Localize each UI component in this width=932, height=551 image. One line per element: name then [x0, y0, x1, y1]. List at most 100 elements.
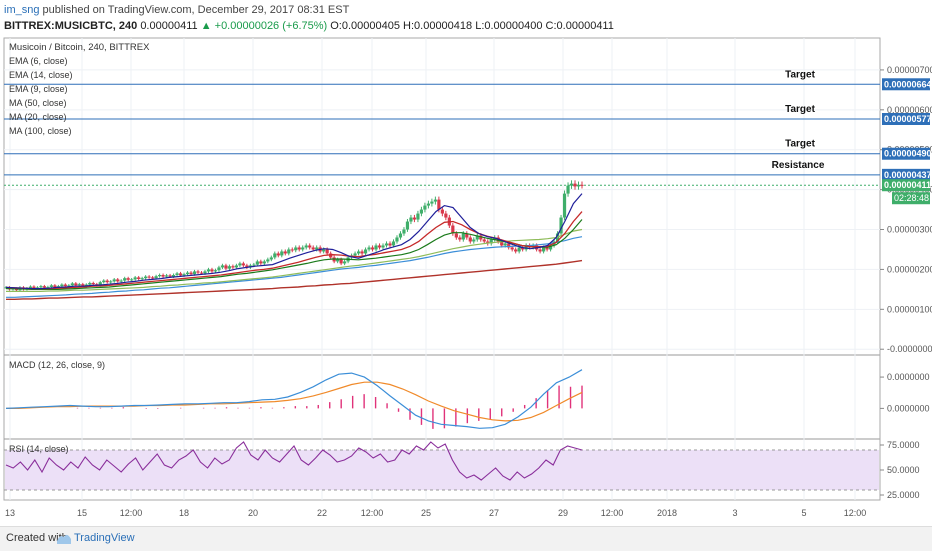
- candle-body: [49, 285, 53, 287]
- candle-body: [374, 245, 378, 250]
- candle-body: [276, 253, 280, 256]
- candle-body: [283, 251, 287, 254]
- candle-body: [60, 284, 64, 287]
- candle-body: [91, 282, 95, 285]
- candle-body: [255, 261, 259, 265]
- x-tick-label: 12:00: [120, 508, 143, 518]
- candle-body: [451, 225, 455, 234]
- level-price-label: 0.00000490: [884, 149, 932, 159]
- candle-body: [548, 245, 553, 250]
- candle-body: [259, 261, 263, 264]
- candle-body: [472, 239, 476, 242]
- ma100-line: [6, 259, 583, 300]
- x-tick-label: 5: [801, 508, 806, 518]
- candle-body: [217, 267, 221, 271]
- candle-body: [559, 217, 563, 234]
- candle-body: [433, 199, 437, 202]
- candle-body: [542, 247, 546, 252]
- candle-body: [517, 247, 521, 252]
- candle-body: [416, 213, 420, 220]
- candle-body: [402, 229, 406, 234]
- candle-body: [112, 279, 116, 282]
- publisher-name[interactable]: im_sng: [4, 4, 40, 16]
- candle-body: [210, 269, 214, 272]
- ema9-line: [6, 219, 583, 290]
- x-tick-label: 12:00: [601, 508, 624, 518]
- candle-body: [133, 277, 137, 280]
- candle-body: [444, 213, 448, 218]
- last-price-tag: [882, 179, 930, 192]
- legend-item: MA (20, close): [9, 112, 67, 122]
- x-tick-label: 12:00: [844, 508, 867, 518]
- candle-body: [28, 286, 33, 289]
- x-tick-label: 22: [317, 508, 327, 518]
- candle-body: [461, 233, 465, 240]
- candle-body: [231, 266, 235, 268]
- legend-item: EMA (14, close): [9, 70, 73, 80]
- candle-body: [130, 279, 134, 281]
- candle-body: [98, 282, 102, 286]
- candle-body: [245, 265, 249, 268]
- candle-body: [74, 283, 78, 286]
- symbol-name: BITTREX:MUSICBTC, 240: [4, 20, 138, 32]
- candle-body: [311, 247, 315, 250]
- candle-body: [458, 237, 462, 240]
- candle-body: [269, 257, 273, 260]
- x-tick-label: 12:00: [361, 508, 384, 518]
- candle-body: [102, 280, 106, 283]
- candle-body: [158, 275, 162, 277]
- candle-body: [301, 247, 305, 250]
- tradingview-link[interactable]: TradingView: [74, 532, 135, 544]
- level-price-tag: [882, 78, 930, 91]
- legend-item: EMA (9, close): [9, 84, 68, 94]
- candle-body: [42, 286, 46, 288]
- candle-body: [580, 184, 584, 186]
- candle-body: [308, 245, 312, 248]
- candle-body: [562, 193, 567, 218]
- candle-body: [409, 217, 413, 222]
- candle-body: [137, 277, 141, 279]
- level-price-tag: [882, 168, 930, 181]
- chart-area[interactable]: 13 15 12:00 18 20 22 12:00 25 27 29 12:00 2018 3 5 12:…: [0, 36, 932, 526]
- published-text: published on TradingView.com, December 2…: [42, 4, 350, 16]
- candle-body: [164, 275, 169, 277]
- level-price-label: 0.00000577: [884, 114, 932, 124]
- candle-body: [566, 185, 570, 194]
- candle-body: [545, 247, 549, 250]
- candle-body: [192, 271, 197, 275]
- candle-body: [391, 241, 396, 246]
- candle-body: [440, 209, 444, 214]
- macd-line: [5, 369, 583, 429]
- candle-body: [356, 251, 361, 254]
- rsi-band-fill: [5, 450, 879, 490]
- candle-body: [503, 243, 507, 246]
- x-tick-label: 27: [489, 508, 499, 518]
- candle-body: [573, 183, 577, 187]
- candle-body: [370, 247, 375, 250]
- last-price: 0.00000411: [140, 20, 198, 32]
- candle-body: [105, 280, 109, 283]
- level-price-label: 0.00000664: [884, 79, 932, 89]
- y-tick-label: 75.0000: [887, 440, 920, 450]
- level-price-tag: [882, 112, 930, 125]
- legend-item: EMA (6, close): [9, 56, 68, 66]
- candle-body: [287, 249, 291, 254]
- countdown-tag: [892, 192, 930, 205]
- y-tick-label: 50.0000: [887, 465, 920, 475]
- candle-body: [500, 241, 504, 246]
- candle-body: [384, 243, 389, 246]
- x-tick-label: 25: [421, 508, 431, 518]
- candle-body: [339, 259, 343, 264]
- candle-body: [144, 276, 148, 279]
- candle-body: [63, 284, 67, 287]
- candle-body: [290, 249, 294, 251]
- candle-body: [388, 243, 392, 246]
- y-tick-label: 0.0000000: [887, 372, 930, 382]
- countdown-label: 02:28:48: [894, 193, 929, 203]
- candle-body: [377, 245, 382, 248]
- level-price-tag: [882, 147, 930, 160]
- price-change: +0.00000026 (+6.75%): [214, 20, 328, 32]
- level-label: Target: [785, 69, 815, 80]
- candle-body: [538, 249, 542, 252]
- candle-body: [381, 245, 385, 248]
